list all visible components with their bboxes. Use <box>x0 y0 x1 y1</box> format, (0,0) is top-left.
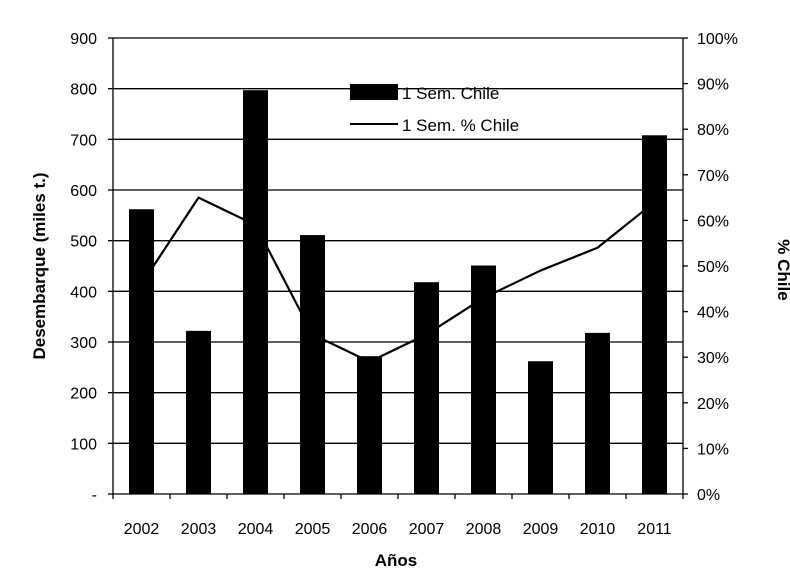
bar-2004 <box>243 90 268 494</box>
y2-tick-label: 80% <box>697 122 729 139</box>
x-tick-label: 2010 <box>580 521 616 538</box>
x-tick-label: 2006 <box>352 521 388 538</box>
bar-2008 <box>471 265 496 494</box>
y2-tick-label: 50% <box>697 259 729 276</box>
legend-bar-swatch <box>350 84 398 100</box>
legend: 1 Sem. Chile 1 Sem. % Chile <box>350 84 519 135</box>
bar-2006 <box>357 356 382 494</box>
bar-2009 <box>528 361 553 494</box>
x-axis-title: Años <box>375 551 418 570</box>
bar-2005 <box>300 235 325 495</box>
x-tick-label: 2002 <box>124 521 160 538</box>
bar-2003 <box>186 330 211 494</box>
bar-2010 <box>585 332 610 494</box>
legend-line-label: 1 Sem. % Chile <box>402 116 519 135</box>
y-tick-label: 900 <box>70 31 97 48</box>
y2-tick-label: 100% <box>697 31 738 48</box>
bar-2011 <box>642 135 667 494</box>
y-tick-label: - <box>92 487 97 504</box>
bar-2002 <box>129 209 154 494</box>
y2-axis-title: % Chile <box>774 239 790 300</box>
y2-tick-label: 10% <box>697 441 729 458</box>
x-axis-ticks: 2002 2003 2004 2005 2006 2007 2008 2009 2010 2011 <box>112 494 684 538</box>
y-tick-label: 600 <box>70 183 97 200</box>
x-tick-label: 2008 <box>466 521 502 538</box>
y2-tick-label: 70% <box>697 168 729 185</box>
y2-tick-label: 20% <box>697 396 729 413</box>
line-series <box>140 196 656 363</box>
y-tick-label: 800 <box>70 82 97 99</box>
y-axis-title: Desembarque (miles t.) <box>30 172 49 359</box>
x-tick-label: 2009 <box>523 521 559 538</box>
bar-series <box>129 90 667 495</box>
y-tick-label: 400 <box>70 284 97 301</box>
left-axis-ticks: - 100 200 300 400 500 600 700 800 900 <box>70 31 113 504</box>
y-tick-label: 200 <box>70 386 97 403</box>
x-tick-label: 2011 <box>637 521 672 538</box>
y-tick-label: 100 <box>70 436 97 453</box>
y2-tick-label: 30% <box>697 350 729 367</box>
bar-2007 <box>414 282 439 494</box>
y2-tick-label: 40% <box>697 305 729 322</box>
y-tick-label: 300 <box>70 335 97 352</box>
y2-tick-label: 90% <box>697 77 729 94</box>
right-axis-ticks: 0% 10% 20% 30% 40% 50% 60% 70% 80% 90% 100% <box>683 31 738 504</box>
x-tick-label: 2003 <box>181 521 217 538</box>
legend-bar-label: 1 Sem. Chile <box>402 84 499 103</box>
y-tick-label: 700 <box>70 132 97 149</box>
y-tick-label: 500 <box>70 234 97 251</box>
x-tick-label: 2005 <box>295 521 331 538</box>
y2-tick-label: 0% <box>697 487 720 504</box>
x-tick-label: 2004 <box>238 521 274 538</box>
x-tick-label: 2007 <box>409 521 445 538</box>
pct-line <box>140 196 656 363</box>
y2-tick-label: 60% <box>697 213 729 230</box>
